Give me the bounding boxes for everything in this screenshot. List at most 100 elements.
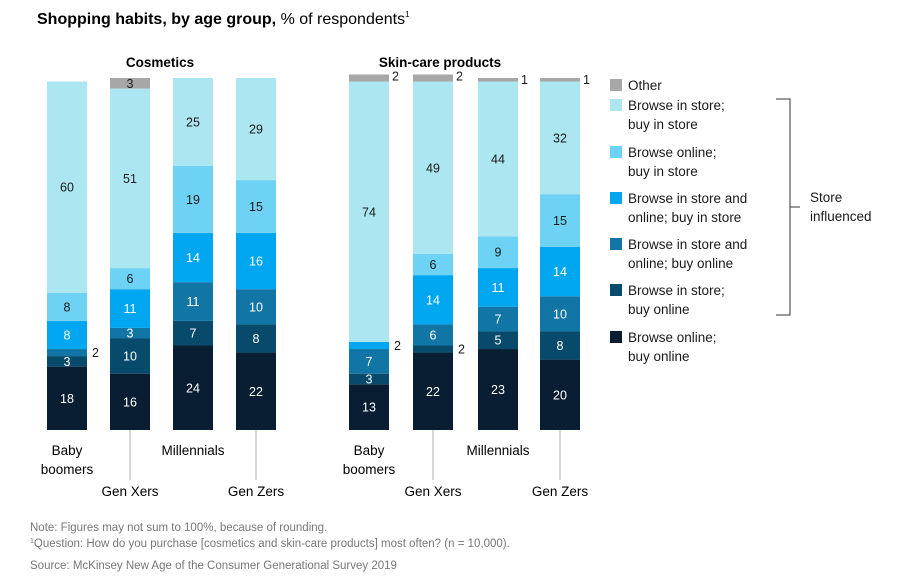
data-label: 44 — [491, 152, 505, 166]
data-label: 10 — [249, 300, 263, 314]
data-label: 15 — [249, 200, 263, 214]
data-label: 3 — [366, 372, 373, 386]
data-label: 2 — [92, 346, 99, 360]
bar-segment — [236, 180, 276, 233]
bar-segment — [110, 338, 150, 374]
panel-cosmetics: Cosmetics 18 3 2 8 8 60 Baby boomers 16 10 3 11 6 51 3 G… — [41, 55, 285, 499]
data-label: 19 — [186, 193, 200, 207]
category-label: boomers — [41, 462, 94, 477]
data-label: 6 — [127, 272, 134, 286]
data-label: 60 — [60, 181, 74, 195]
data-label: 49 — [426, 161, 440, 175]
data-label: 2 — [394, 339, 401, 353]
data-label: 16 — [249, 255, 263, 269]
panel-title: Cosmetics — [126, 55, 194, 70]
bar-segment — [413, 81, 453, 255]
panel-skin-care: Skin-care products13372742Babyboomers222… — [343, 55, 590, 499]
bar-segment — [478, 268, 518, 307]
data-label: 1 — [521, 73, 528, 87]
data-label: 2 — [456, 69, 463, 83]
bar-millennials: 24 7 11 14 19 25 Millennials — [161, 78, 225, 458]
category-label: Baby — [52, 443, 83, 458]
bar-segment — [413, 74, 453, 82]
data-label: 29 — [249, 123, 263, 137]
legend-label: online; buy online — [628, 256, 733, 271]
data-label: 6 — [430, 258, 437, 272]
data-label: 8 — [557, 339, 564, 353]
bar-segment — [236, 232, 276, 290]
bar-segment — [413, 275, 453, 325]
data-label: 24 — [186, 381, 200, 395]
bar-segment — [110, 78, 150, 89]
bar-segment — [110, 373, 150, 430]
bar-gen-zers: 20 8 10 14 15 32 1 Gen Zers — [532, 73, 590, 499]
bar-segment — [349, 384, 389, 430]
data-label: 14 — [553, 265, 567, 279]
panel-title: Skin-care products — [379, 55, 501, 70]
source-line: Source: McKinsey New Age of the Consumer… — [30, 560, 397, 572]
legend-swatch — [610, 192, 622, 204]
data-label: 18 — [60, 392, 74, 406]
bracket-line — [776, 98, 791, 316]
chart-title-rest: % of respondents — [280, 11, 406, 28]
data-label: 22 — [249, 385, 263, 399]
category-label: Millennials — [466, 443, 529, 458]
bar-segment — [349, 373, 389, 385]
data-label: 25 — [186, 116, 200, 130]
data-label: 51 — [123, 172, 137, 186]
category-label: Millennials — [161, 443, 224, 458]
data-label: 9 — [495, 246, 502, 260]
data-label: 6 — [430, 328, 437, 342]
legend-label: buy in store — [628, 164, 698, 179]
bar-segment — [478, 81, 518, 237]
category-label: boomers — [343, 462, 396, 477]
legend-swatch — [610, 79, 622, 91]
data-label: 15 — [553, 214, 567, 228]
bar-segment — [540, 78, 580, 82]
legend-label: Browse in store and — [628, 191, 747, 206]
chart-title-bold: Shopping habits, by age group, — [37, 11, 277, 28]
bar-segment — [173, 166, 213, 233]
data-label: 74 — [362, 205, 376, 219]
bar-segment — [540, 81, 580, 195]
legend-item: Browse in store and online; buy in store — [610, 191, 747, 225]
stacked-bar-chart: Cosmetics 18 32 8 8 60 Baby boomers 16 10 3 1 16 51 3 G… — [41, 55, 872, 499]
bar-segment — [413, 254, 453, 276]
legend: Other Browse in store;buy in store Browse … — [610, 78, 747, 364]
legend-label: Browse in store and — [628, 237, 747, 252]
data-label: 32 — [553, 131, 567, 145]
data-label: 2 — [392, 69, 399, 83]
bar-segment — [349, 349, 389, 374]
chart-title: Shopping habits, by age group, % of resp… — [37, 10, 410, 29]
data-label: 7 — [366, 355, 373, 369]
legend-label: online; buy in store — [628, 210, 741, 225]
legend-label: Other — [628, 78, 662, 93]
bar-segment — [110, 289, 150, 328]
bar-segment — [173, 78, 213, 166]
data-label: 7 — [190, 327, 197, 341]
data-label: 16 — [123, 395, 137, 409]
legend-item: Browse online; buy online — [610, 330, 717, 364]
store-influenced-bracket: Store influenced — [776, 98, 872, 316]
data-label: 3 — [127, 327, 134, 341]
category-label: Gen Xers — [101, 484, 158, 499]
category-label: Gen Zers — [228, 484, 285, 499]
bar-segment — [540, 331, 580, 360]
bar-segment — [478, 331, 518, 350]
bar-baby-boomers: 18 3 2 8 8 60 Baby boomers — [41, 81, 99, 477]
legend-swatch — [610, 331, 622, 343]
legend-item: Browse online; buy in store — [610, 145, 717, 179]
data-label: 8 — [64, 328, 71, 342]
legend-label: Browse online; — [628, 145, 717, 160]
question-footnote-mark: 1 — [30, 538, 34, 545]
bracket-label: Store — [810, 190, 842, 205]
bar-segment — [236, 289, 276, 325]
legend-item: Browse in store and online; buy online — [610, 237, 747, 271]
data-label: 20 — [553, 388, 567, 402]
bar-segment — [413, 352, 453, 430]
bar-segment — [47, 81, 87, 293]
legend-item: Browse in store; buy in store — [610, 98, 725, 132]
bracket-label: influenced — [810, 209, 872, 224]
legend-label: buy in store — [628, 117, 698, 132]
data-label: 23 — [491, 383, 505, 397]
